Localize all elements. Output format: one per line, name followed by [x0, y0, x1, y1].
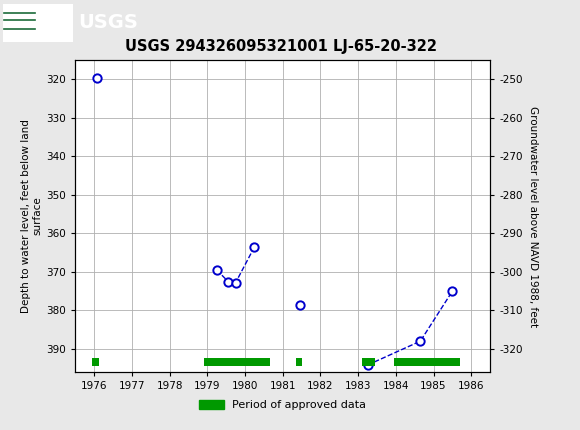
Bar	[204, 359, 270, 366]
Y-axis label: Depth to water level, feet below land
surface: Depth to water level, feet below land su…	[21, 119, 42, 313]
Bar	[296, 359, 302, 366]
FancyBboxPatch shape	[3, 3, 72, 42]
Bar	[394, 359, 460, 366]
Text: USGS: USGS	[78, 13, 138, 32]
Bar	[362, 359, 375, 366]
Bar	[92, 359, 99, 366]
Legend: Period of approved data: Period of approved data	[195, 396, 371, 415]
Text: USGS 294326095321001 LJ-65-20-322: USGS 294326095321001 LJ-65-20-322	[125, 39, 437, 54]
Y-axis label: Groundwater level above NAVD 1988, feet: Groundwater level above NAVD 1988, feet	[528, 105, 538, 327]
